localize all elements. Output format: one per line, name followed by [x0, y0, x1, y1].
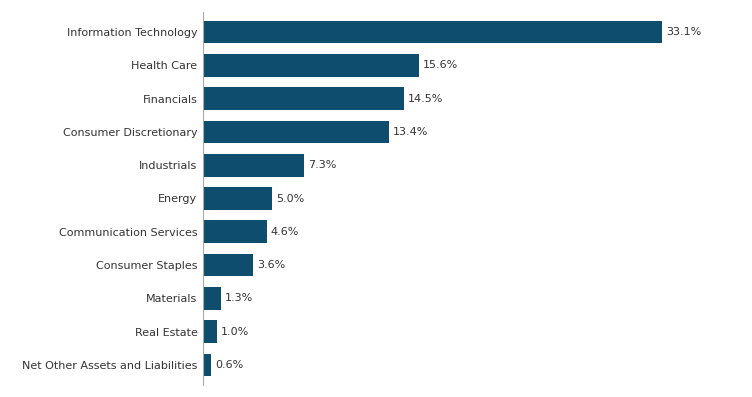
Bar [203, 54, 419, 77]
Text: 1.0%: 1.0% [221, 327, 250, 337]
Bar [203, 254, 253, 276]
Text: 7.3%: 7.3% [308, 160, 337, 170]
Text: 5.0%: 5.0% [277, 193, 305, 204]
Bar [203, 320, 217, 343]
Bar [203, 21, 662, 43]
Text: 4.6%: 4.6% [271, 227, 299, 237]
Bar [203, 287, 221, 310]
Bar [203, 121, 389, 143]
Bar [203, 154, 304, 177]
Bar [203, 220, 267, 243]
Bar [203, 87, 404, 110]
Bar [203, 354, 211, 376]
Text: 3.6%: 3.6% [257, 260, 285, 270]
Text: 33.1%: 33.1% [666, 27, 701, 37]
Text: 0.6%: 0.6% [216, 360, 244, 370]
Text: 14.5%: 14.5% [408, 94, 444, 104]
Text: 13.4%: 13.4% [393, 127, 428, 137]
Text: 15.6%: 15.6% [423, 60, 459, 70]
Bar [203, 187, 272, 210]
Text: 1.3%: 1.3% [225, 293, 253, 303]
